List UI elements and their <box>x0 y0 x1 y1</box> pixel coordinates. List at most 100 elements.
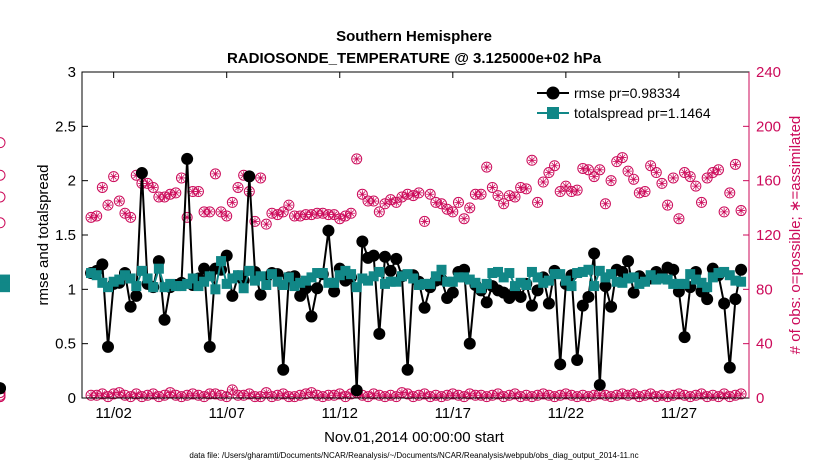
obs-assimilated-asterisk <box>584 392 593 401</box>
totalspread-point <box>391 276 402 287</box>
obs-assimilated-point <box>486 389 498 401</box>
obs-possible-asterisk <box>143 179 152 188</box>
obs-assimilated-circle <box>424 391 436 403</box>
obs-possible-point <box>605 175 617 187</box>
obs-assimilated-asterisk <box>358 391 367 400</box>
obs-possible-asterisk <box>612 157 621 166</box>
x-tick-labels: 11/02 11/07 11/12 11/17 11/22 11/27 <box>95 405 697 422</box>
obs-possible-asterisk <box>171 188 180 197</box>
obs-assimilated-point <box>696 388 708 400</box>
obs-assimilated-circle <box>413 389 425 401</box>
obs-possible-point <box>249 215 261 227</box>
totalspread-point <box>413 279 424 290</box>
obs-possible-point <box>209 168 221 180</box>
obs-possible-asterisk <box>267 209 276 218</box>
obs-possible-asterisk <box>149 183 158 192</box>
rmse-point <box>605 300 618 313</box>
obs-assimilated-point <box>379 391 391 403</box>
totalspread-point <box>255 271 266 282</box>
obs-possible-point <box>368 195 380 207</box>
obs-assimilated-asterisk <box>109 389 118 398</box>
obs-assimilated-asterisk <box>465 389 474 398</box>
obs-possible-circle <box>684 171 696 183</box>
rmse-point <box>350 384 363 397</box>
obs-assimilated-point <box>554 389 566 401</box>
obs-assimilated-asterisk <box>522 391 531 400</box>
totalspread-point <box>385 276 396 287</box>
totalspread-point <box>233 270 244 281</box>
obs-assimilated-circle <box>294 389 306 401</box>
obs-possible-asterisk <box>375 207 384 216</box>
obs-assimilated-circle <box>277 388 289 400</box>
obs-assimilated-asterisk <box>454 391 463 400</box>
data-file-footnote: data file: /Users/gharamti/Documents/NCA… <box>189 451 638 460</box>
rmse-point <box>627 286 640 299</box>
obs-assimilated-asterisk <box>482 392 491 401</box>
obs-possible-asterisk <box>279 207 288 216</box>
obs-assimilated-circle <box>102 391 114 403</box>
obs-possible-asterisk <box>516 183 525 192</box>
rmse-point <box>401 363 414 376</box>
obs-possible-circle <box>656 177 668 189</box>
obs-assimilated-circle <box>419 388 431 400</box>
obs-possible-asterisk <box>347 209 356 218</box>
totalspread-point <box>334 270 345 281</box>
obs-assimilated-circle <box>452 389 464 401</box>
obs-assimilated-circle <box>509 388 521 400</box>
totalspread-point <box>379 278 390 289</box>
obs-assimilated-circle <box>311 389 323 401</box>
obs-assimilated-point <box>605 391 617 403</box>
obs-assimilated-asterisk <box>222 392 231 401</box>
obs-possible-point <box>102 199 114 211</box>
obs-possible-circle <box>571 184 583 196</box>
obs-possible-asterisk <box>618 153 627 162</box>
obs-possible-asterisk <box>358 190 367 199</box>
obs-assimilated-point <box>503 389 515 401</box>
obs-assimilated-circle <box>543 389 555 401</box>
obs-possible-circle <box>328 209 340 221</box>
obs-assimilated-asterisk <box>380 392 389 401</box>
obs-assimilated-asterisk <box>590 391 599 400</box>
obs-possible-asterisk <box>539 178 548 187</box>
legend-rmse-label: rmse pr=0.98334 <box>574 85 680 101</box>
y-tick-label-left: 1.5 <box>55 227 76 244</box>
obs-assimilated-asterisk <box>211 389 220 398</box>
obs-assimilated-point <box>317 391 329 403</box>
obs-possible-asterisk <box>431 198 440 207</box>
obs-assimilated-asterisk <box>674 389 683 398</box>
obs-possible-circle <box>334 213 346 225</box>
legend-rmse-marker <box>546 86 560 100</box>
obs-possible-point <box>334 213 346 225</box>
obs-assimilated-asterisk <box>618 389 627 398</box>
rmse-point <box>525 299 538 312</box>
obs-assimilated-asterisk <box>471 391 480 400</box>
obs-assimilated-circle <box>554 389 566 401</box>
obs-possible-point <box>181 211 193 223</box>
obs-possible-circle <box>577 162 589 174</box>
obs-possible-point <box>0 218 6 229</box>
obs-possible-point <box>599 198 611 210</box>
obs-assimilated-point <box>175 391 187 403</box>
obs-possible-point <box>729 158 741 170</box>
obs-possible-asterisk <box>443 205 452 214</box>
totalspread-point <box>481 278 492 289</box>
totalspread-point <box>583 264 594 275</box>
obs-possible-asterisk <box>126 213 135 222</box>
obs-possible-asterisk <box>448 207 457 216</box>
obs-assimilated-point <box>628 388 640 400</box>
obs-assimilated-point <box>679 389 691 401</box>
obs-assimilated-point <box>549 391 561 403</box>
obs-assimilated-circle <box>215 389 227 401</box>
totalspread-point <box>713 268 724 279</box>
rmse-point <box>718 297 731 310</box>
obs-assimilated-point <box>407 391 419 403</box>
obs-possible-point <box>684 171 696 183</box>
totalspread-point <box>628 272 639 283</box>
obs-possible-point <box>633 187 645 199</box>
obs-assimilated-circle <box>243 388 255 400</box>
obs-assimilated-circle <box>125 391 137 403</box>
obs-assimilated-asterisk <box>737 389 746 398</box>
totalspread-point <box>617 277 628 288</box>
obs-assimilated-asterisk <box>703 392 712 401</box>
totalspread-point <box>351 282 362 293</box>
